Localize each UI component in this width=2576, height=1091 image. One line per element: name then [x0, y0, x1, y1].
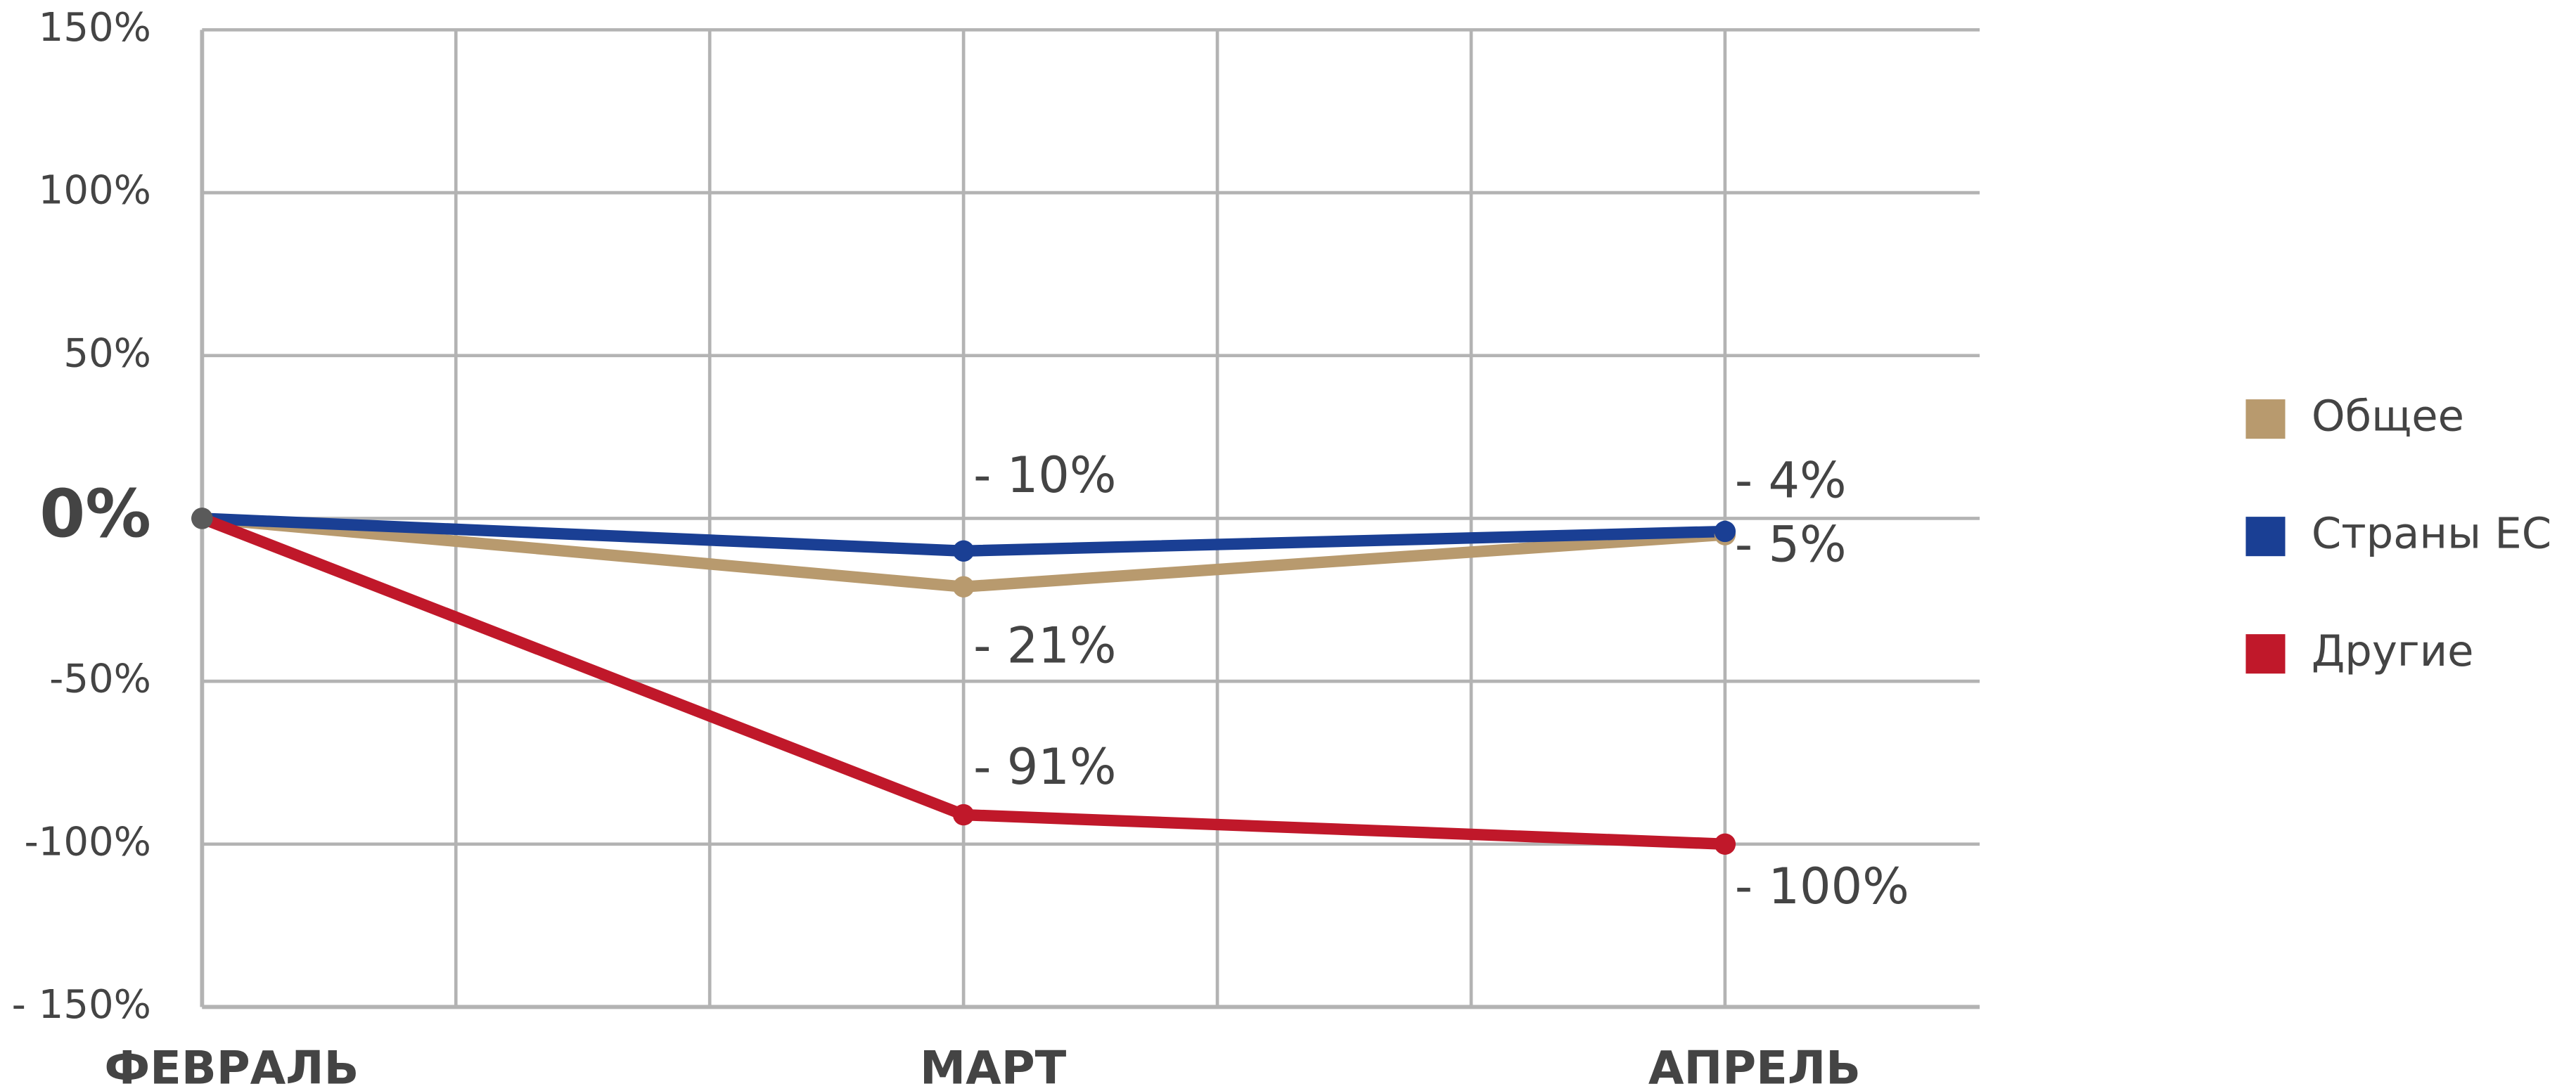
y-tick-label: -50%	[49, 657, 151, 702]
data-point	[1714, 833, 1736, 855]
legend-swatch	[2245, 634, 2286, 674]
x-tick-label: МАРТ	[920, 1042, 1067, 1091]
legend-swatch	[2245, 399, 2286, 439]
x-tick-label: АПРЕЛЬ	[1648, 1042, 1861, 1091]
data-label: - 5%	[1735, 515, 1847, 573]
y-tick-label: 150%	[39, 5, 151, 51]
y-tick-label: 100%	[39, 168, 151, 214]
y-tick-label: 0%	[39, 476, 151, 553]
legend-label: Другие	[2312, 627, 2474, 676]
legend-label: Общее	[2312, 392, 2464, 441]
data-label: - 4%	[1735, 451, 1847, 509]
data-point	[191, 508, 213, 529]
data-label: - 91%	[973, 738, 1116, 796]
y-tick-label: -100%	[24, 819, 150, 865]
data-point	[952, 803, 975, 826]
data-label: - 21%	[973, 617, 1116, 675]
data-point	[952, 540, 975, 562]
data-point	[952, 576, 975, 598]
data-label: - 10%	[973, 446, 1116, 504]
y-tick-label: 50%	[63, 330, 151, 376]
data-label: - 100%	[1735, 858, 1909, 915]
legend-label: Страны ЕС	[2312, 510, 2551, 559]
legend-swatch	[2245, 517, 2286, 557]
x-tick-label: ФЕВРАЛЬ	[104, 1042, 359, 1091]
y-tick-label: - 150%	[12, 982, 151, 1028]
data-point	[1714, 520, 1736, 543]
